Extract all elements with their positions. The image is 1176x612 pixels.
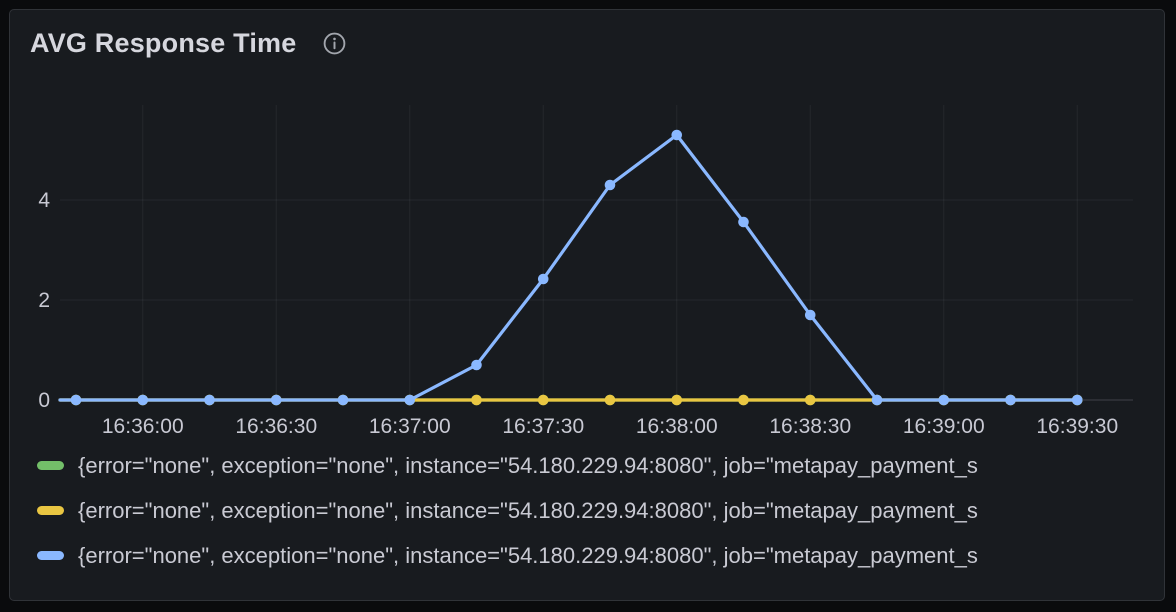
data-point bbox=[604, 179, 616, 191]
info-icon[interactable] bbox=[322, 31, 347, 56]
data-point bbox=[404, 394, 416, 406]
legend-label: {error="none", exception="none", instanc… bbox=[78, 497, 978, 523]
x-axis-labels: 16:36:00 16:36:30 16:37:00 16:37:30 16:38:00… bbox=[102, 415, 1118, 438]
svg-text:16:36:30: 16:36:30 bbox=[235, 415, 317, 438]
data-point bbox=[1071, 394, 1083, 406]
svg-text:16:36:00: 16:36:00 bbox=[102, 415, 184, 438]
data-point bbox=[804, 394, 816, 406]
chart-legend: {error="none", exception="none", instanc… bbox=[37, 443, 1160, 578]
data-point bbox=[270, 394, 282, 406]
data-point bbox=[204, 394, 215, 406]
legend-label: {error="none", exception="none", instanc… bbox=[78, 542, 978, 568]
legend-item[interactable]: {error="none", exception="none", instanc… bbox=[37, 443, 1160, 488]
svg-text:0: 0 bbox=[38, 389, 50, 412]
legend-item[interactable]: {error="none", exception="none", instanc… bbox=[37, 533, 1160, 578]
svg-text:16:38:30: 16:38:30 bbox=[769, 415, 851, 438]
data-point bbox=[738, 216, 749, 228]
data-point bbox=[537, 394, 549, 406]
data-point bbox=[604, 394, 616, 406]
svg-text:2: 2 bbox=[38, 289, 50, 312]
legend-item[interactable]: {error="none", exception="none", instanc… bbox=[37, 488, 1160, 533]
data-point bbox=[871, 394, 883, 406]
data-point bbox=[337, 394, 349, 406]
y-axis-labels: 0 2 4 bbox=[38, 189, 50, 412]
data-point bbox=[70, 394, 82, 406]
data-point bbox=[471, 394, 482, 406]
legend-swatch bbox=[37, 461, 64, 470]
legend-swatch bbox=[37, 551, 64, 560]
data-point bbox=[537, 273, 549, 285]
grafana-panel: AVG Response Time 0 2 4 16:36:00 16:36:30 16:… bbox=[9, 9, 1165, 601]
data-point bbox=[804, 309, 816, 321]
gridlines bbox=[60, 105, 1133, 400]
svg-text:16:37:30: 16:37:30 bbox=[502, 415, 584, 438]
data-point bbox=[137, 394, 149, 406]
svg-text:16:38:00: 16:38:00 bbox=[636, 415, 718, 438]
series-2 bbox=[58, 129, 1083, 406]
panel-title[interactable]: AVG Response Time bbox=[30, 28, 297, 58]
series-line bbox=[58, 133, 1079, 402]
data-point bbox=[471, 359, 482, 371]
svg-text:16:37:00: 16:37:00 bbox=[369, 415, 451, 438]
data-point bbox=[1005, 394, 1016, 406]
data-point bbox=[738, 394, 749, 406]
data-point bbox=[671, 394, 683, 406]
panel-header: AVG Response Time bbox=[30, 27, 347, 59]
data-point bbox=[671, 129, 683, 141]
time-series-chart[interactable]: 0 2 4 16:36:00 16:36:30 16:37:00 16:37:30 16:38… bbox=[10, 95, 1164, 453]
data-point bbox=[938, 394, 950, 406]
svg-text:16:39:00: 16:39:00 bbox=[903, 415, 985, 438]
legend-label: {error="none", exception="none", instanc… bbox=[78, 452, 978, 478]
svg-text:16:39:30: 16:39:30 bbox=[1036, 415, 1118, 438]
legend-swatch bbox=[37, 506, 64, 515]
svg-text:4: 4 bbox=[38, 189, 50, 212]
